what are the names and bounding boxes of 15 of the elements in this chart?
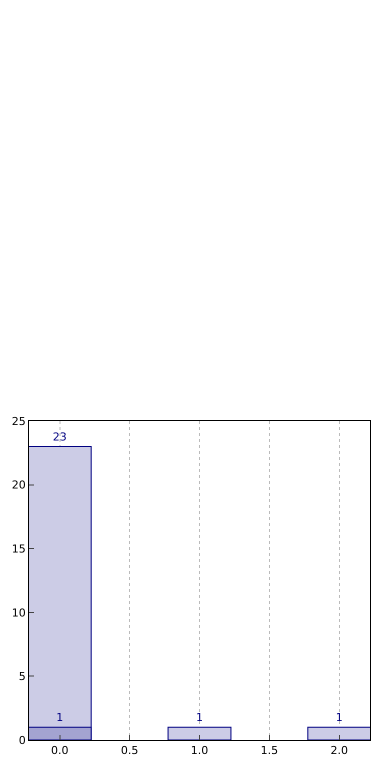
- data-label: 1: [336, 711, 343, 724]
- data-label: 1: [56, 711, 64, 724]
- y-tick-label: 5: [18, 670, 26, 684]
- x-tick-label: 2.0: [330, 744, 348, 758]
- data-label: 23: [52, 430, 67, 444]
- x-tick-label: 1.0: [190, 744, 208, 758]
- y-tick-label: 0: [18, 734, 26, 747]
- x-tick-label: 1.5: [260, 744, 278, 758]
- x-tick-label: 0.5: [120, 744, 138, 758]
- y-tick-label: 10: [12, 606, 26, 620]
- y-tick-label: 20: [12, 478, 26, 492]
- y-tick-label: 15: [12, 542, 26, 556]
- y-tick-label: 25: [12, 414, 26, 428]
- data-label: 1: [196, 711, 203, 724]
- x-tick-label: 0.0: [51, 744, 68, 758]
